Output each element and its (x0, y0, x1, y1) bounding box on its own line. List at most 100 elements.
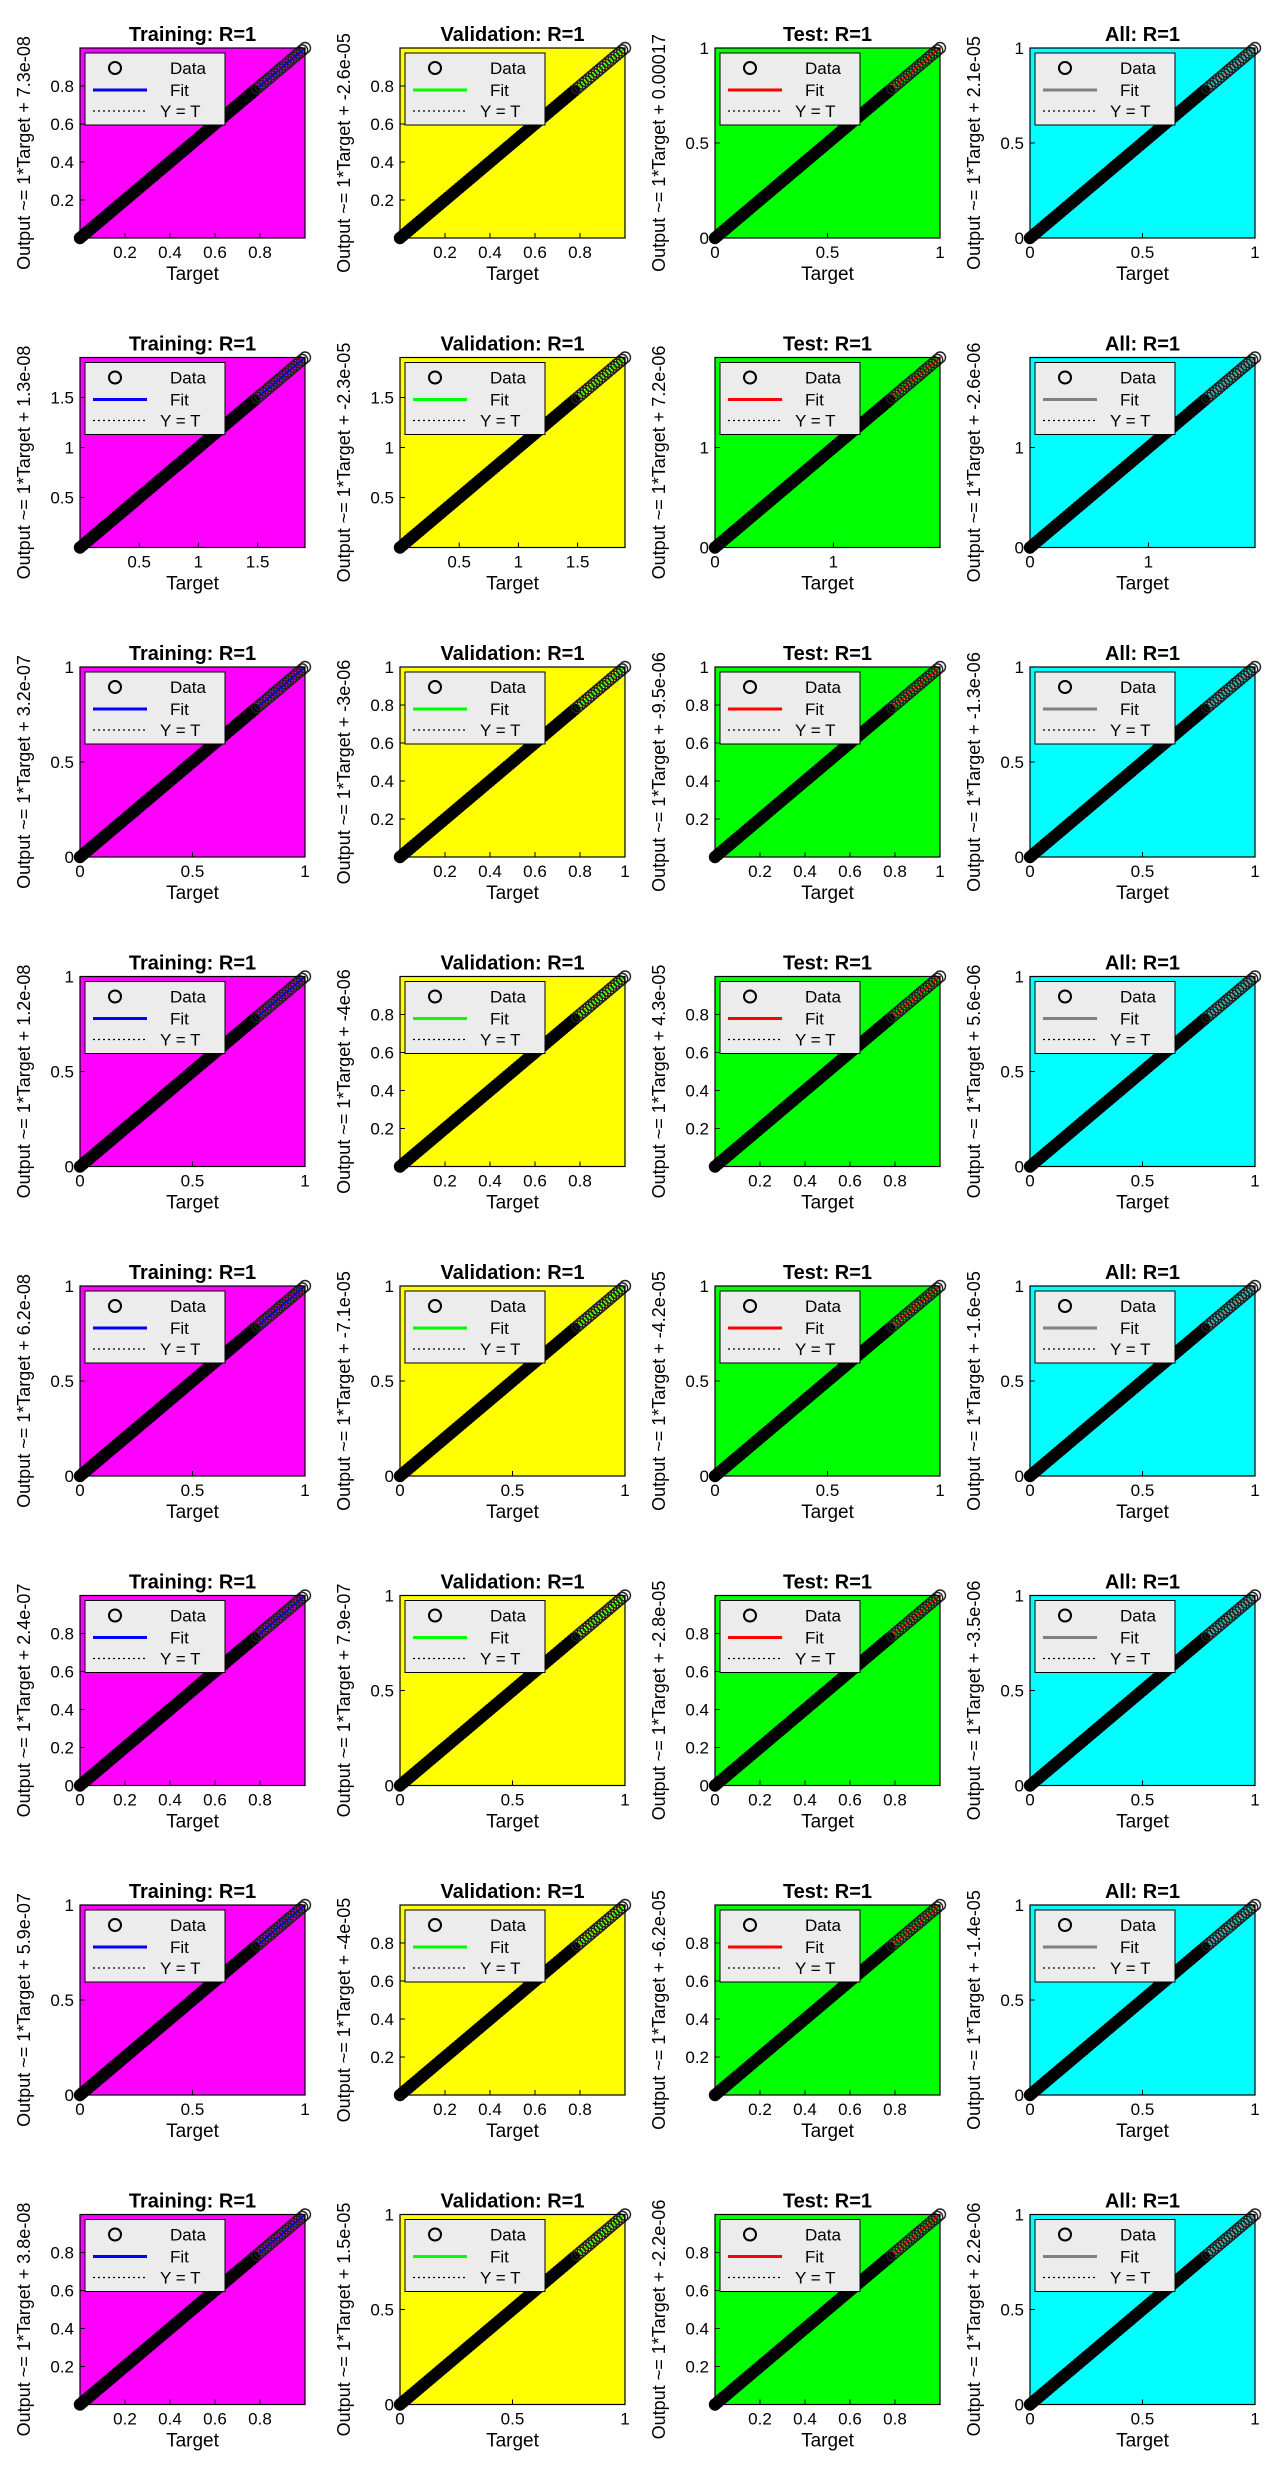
legend: Data Fit Y = T (1034, 671, 1176, 745)
legend-label: Data (1120, 2226, 1156, 2245)
data-point (1245, 353, 1259, 367)
regression-panel: 0 0.5 1 0 0.5 1 Test: R=1 Target Output ~= 1*Tar… (649, 24, 947, 285)
x-tick-label: 1 (194, 553, 203, 572)
legend-label: Y = T (1110, 412, 1150, 431)
legend-label: Fit (490, 1938, 509, 1957)
regression-panel: 0 0.2 0.4 0.6 0.8 0 0.2 0.4 0.6 0.8 Training: R=1 T… (14, 1572, 312, 1833)
x-tick-label: 0.8 (248, 1791, 272, 1810)
y-axis-label: Output ~= 1*Target + -4e-05 (334, 1898, 354, 2123)
y-tick-label: 0.5 (50, 753, 74, 772)
y-tick-label: 0 (700, 1467, 709, 1486)
x-tick-label: 1 (1250, 1481, 1259, 1500)
chart-title: Validation: R=1 (441, 953, 585, 975)
y-tick-label: 1 (1015, 2206, 1024, 2225)
x-tick-label: 0.2 (748, 2100, 772, 2119)
y-tick-label: 0 (700, 539, 709, 558)
x-tick-label: 0.5 (1131, 1791, 1155, 1810)
y-tick-label: 0.4 (685, 2010, 709, 2029)
y-tick-label: 0.5 (50, 1372, 74, 1391)
legend-label: Fit (1120, 1319, 1139, 1338)
data-point (1245, 663, 1259, 676)
y-tick-label: 0 (385, 1467, 394, 1486)
data-point (295, 663, 309, 676)
legend-label: Y = T (795, 102, 835, 121)
y-tick-label: 0.5 (1000, 2301, 1024, 2320)
y-tick-label: 0.5 (50, 489, 74, 508)
axes-frame (79, 356, 306, 549)
y-axis-label: Output ~= 1*Target + 2.1e-05 (964, 36, 984, 270)
legend-label: Data (490, 988, 526, 1007)
legend-label: Data (170, 1916, 206, 1935)
x-axis-label: Target (801, 883, 855, 904)
y-axis-label: Output ~= 1*Target + -2.6e-05 (334, 33, 354, 273)
x-axis-label: Target (486, 1502, 540, 1523)
legend-label: Data (170, 1607, 206, 1626)
x-tick-label: 0.6 (523, 243, 547, 262)
x-tick-label: 1.5 (566, 553, 590, 572)
chart-title: Test: R=1 (783, 1262, 872, 1284)
y-axis-label: Output ~= 1*Target + -2.6e-06 (964, 343, 984, 583)
y-tick-label: 0.8 (370, 1006, 394, 1025)
axes-frame (399, 666, 626, 858)
x-tick-label: 0.6 (838, 1172, 862, 1191)
y-tick-label: 0 (65, 2086, 74, 2105)
y-tick-label: 0 (1015, 1158, 1024, 1177)
y-tick-label: 1 (1015, 1896, 1024, 1915)
x-tick-label: 0.4 (478, 862, 502, 881)
chart-title: Test: R=1 (783, 334, 872, 356)
regression-panel: 0 0.5 1 0 0.5 1 All: R=1 Target Output ~= 1*Targ… (964, 953, 1262, 1214)
x-tick-label: 0.2 (748, 862, 772, 881)
y-tick-label: 1 (1015, 658, 1024, 677)
x-tick-label: 0.5 (181, 862, 205, 881)
x-tick-label: 0.5 (181, 1172, 205, 1191)
legend-data-marker (108, 61, 122, 75)
x-tick-label: 0.5 (1131, 243, 1155, 262)
legend-data-marker (108, 989, 122, 1004)
y-tick-label: 0.5 (1000, 1991, 1024, 2010)
x-tick-label: 0.4 (793, 1172, 817, 1191)
chart-title: Validation: R=1 (441, 24, 585, 46)
legend-label: Fit (170, 2248, 189, 2267)
y-tick-label: 0.6 (685, 2282, 709, 2301)
x-tick-label: 0.2 (748, 1791, 772, 1810)
regression-panel: 0 0.5 1 0 0.5 1 All: R=1 Target Output ~= 1*Targ… (964, 1881, 1262, 2142)
y-tick-label: 0.6 (50, 115, 74, 134)
y-tick-label: 0.5 (1000, 1682, 1024, 1701)
x-axis-label: Target (166, 264, 220, 285)
legend-label: Data (805, 988, 841, 1007)
x-tick-label: 0 (710, 243, 719, 262)
legend-label: Data (490, 678, 526, 697)
y-tick-label: 0.4 (370, 2010, 394, 2029)
axes-frame (1029, 356, 1256, 549)
data-point (1245, 44, 1259, 57)
y-tick-label: 1 (65, 1277, 74, 1296)
legend-label: Data (170, 2226, 206, 2245)
x-tick-label: 0 (1025, 243, 1034, 262)
regression-panel: 0 0.5 1 0 0.5 1 All: R=1 Target Output ~= 1*Targ… (964, 1262, 1262, 1523)
y-tick-label: 0.5 (685, 1372, 709, 1391)
x-tick-label: 0.2 (433, 862, 457, 881)
legend-label: Fit (170, 391, 189, 410)
legend-label: Y = T (480, 102, 520, 121)
x-tick-label: 0.6 (523, 1172, 547, 1191)
y-tick-label: 0.8 (370, 77, 394, 96)
legend-label: Data (1120, 1297, 1156, 1316)
y-tick-label: 0.2 (370, 1120, 394, 1139)
y-tick-label: 0 (385, 1777, 394, 1796)
x-tick-label: 0.8 (883, 1172, 907, 1191)
y-tick-label: 0.8 (685, 1625, 709, 1644)
y-tick-label: 0.8 (50, 77, 74, 96)
y-axis-label: Output ~= 1*Target + 6.2e-08 (14, 1274, 34, 1508)
y-axis-label: Output ~= 1*Target + -1.3e-06 (964, 652, 984, 892)
y-tick-label: 0.5 (1000, 1063, 1024, 1082)
x-tick-label: 0.4 (478, 2100, 502, 2119)
x-tick-label: 0 (1025, 553, 1034, 572)
legend-label: Y = T (160, 412, 200, 431)
x-tick-label: 0.6 (838, 2100, 862, 2119)
y-tick-label: 1 (1015, 39, 1024, 58)
legend-label: Fit (1120, 391, 1139, 410)
y-tick-label: 0 (65, 1158, 74, 1177)
legend: Data Fit Y = T (1034, 1909, 1176, 1983)
legend-data-marker (108, 370, 122, 385)
